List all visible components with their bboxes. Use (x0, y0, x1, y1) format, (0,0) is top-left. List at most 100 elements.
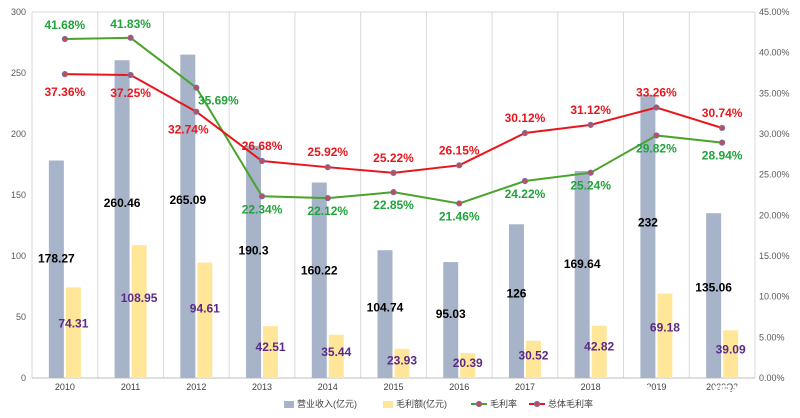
y2-tick-label: 15.00% (759, 251, 790, 261)
data-label-gross-margin: 24.22% (505, 187, 546, 201)
data-label-gross-profit: 42.82 (584, 340, 614, 354)
bar-revenue (443, 262, 459, 378)
bar-revenue (706, 213, 722, 378)
y-tick-label: 0 (21, 373, 26, 383)
data-label-revenue: 232 (638, 215, 658, 229)
gross-margin-point (258, 193, 266, 200)
bar-revenue (311, 182, 327, 378)
total-gross-margin-point (719, 124, 726, 132)
y-tick-label: 250 (11, 68, 26, 78)
x-tick-label: 2020Q3 (706, 382, 738, 392)
data-label-revenue: 178.27 (38, 251, 75, 265)
y-tick-label: 100 (11, 251, 26, 261)
x-tick-label: 2010 (55, 382, 75, 392)
data-label-revenue: 190.3 (239, 243, 269, 257)
data-label-revenue: 265.09 (169, 193, 206, 207)
data-label-gross-margin: 35.69% (198, 94, 239, 108)
legend: 营业收入(亿元) 毛利额(亿元) 毛利率 总体毛利率 (284, 398, 593, 409)
data-label-gross-profit: 39.09 (716, 342, 746, 356)
x-tick-label: 2018 (581, 382, 601, 392)
bar-gross-profit (328, 334, 344, 378)
data-label-total-gross-margin: 31.12% (570, 103, 611, 117)
total-gross-margin-point (653, 104, 660, 111)
legend-label: 营业收入(亿元) (297, 398, 357, 409)
gross-margin-point (521, 177, 529, 185)
x-tick-label: 2015 (383, 382, 403, 392)
total-gross-margin-point (258, 157, 266, 165)
bar-gross-profit (657, 293, 673, 378)
y2-tick-label: 10.00% (759, 292, 790, 302)
bar-gross-profit (263, 326, 279, 378)
gross-margin-point (587, 169, 594, 176)
y2-tick-label: 25.00% (759, 170, 790, 180)
axes: 0 50 100 150 200 250 300 0.00% 5.00% 10.00% 15.00%… (11, 7, 790, 392)
data-label-gross-profit: 42.51 (256, 340, 286, 354)
legend-label: 毛利率 (490, 398, 517, 409)
data-label-gross-margin: 29.82% (636, 141, 677, 155)
gross-margin-point (61, 35, 68, 43)
y-tick-label: 50 (16, 312, 26, 322)
data-label-gross-margin: 22.85% (373, 198, 414, 212)
data-label-gross-margin: 28.94% (702, 149, 743, 163)
legend-marker (475, 400, 483, 408)
bar-gross-profit (131, 245, 147, 378)
data-label-revenue: 160.22 (301, 263, 338, 277)
data-label-total-gross-margin: 26.15% (439, 143, 480, 157)
gross-margin-point (456, 200, 463, 207)
x-tick-label: 2012 (186, 382, 206, 392)
x-tick-label: 2017 (515, 382, 535, 392)
gross-margin-point (719, 139, 726, 146)
y2-tick-label: 35.00% (759, 88, 790, 98)
y2-tick-label: 5.00% (759, 332, 785, 342)
gross-margin-point (324, 194, 331, 202)
y2-tick-label: 45.00% (759, 7, 790, 17)
x-tick-label: 2016 (449, 382, 469, 392)
total-gross-margin-point (521, 129, 529, 137)
data-label-gross-profit: 108.95 (121, 291, 158, 305)
legend-label: 总体毛利率 (548, 398, 593, 409)
bar-revenue (246, 145, 262, 378)
data-label-total-gross-margin: 26.68% (242, 139, 283, 153)
data-label-gross-profit: 74.31 (58, 317, 88, 331)
data-label-total-gross-margin: 32.74% (168, 123, 209, 137)
gross-margin-point (390, 189, 397, 196)
legend-marker (533, 400, 541, 408)
total-gross-margin-point (324, 164, 331, 171)
data-label-gross-margin: 22.12% (307, 204, 348, 218)
total-gross-margin-point (390, 169, 397, 176)
gross-margin-point (127, 34, 134, 41)
y2-tick-label: 30.00% (759, 129, 790, 139)
data-label-total-gross-margin: 37.36% (45, 85, 86, 99)
legend-swatch (383, 401, 393, 408)
data-labels: 178.27 260.46 265.09 190.3 160.22 104.74 95.03… (38, 17, 746, 370)
total-gross-margin-point (127, 71, 134, 79)
bar-gross-profit (394, 348, 410, 378)
bar-gross-profit (525, 340, 541, 378)
data-label-revenue: 135.06 (695, 280, 732, 294)
total-gross-margin-point (193, 108, 200, 115)
data-label-gross-profit: 94.61 (190, 302, 220, 316)
data-label-gross-margin: 41.68% (45, 18, 86, 32)
data-label-gross-margin: 21.46% (439, 209, 480, 223)
bar-gross-profit (723, 330, 739, 378)
data-label-gross-profit: 69.18 (650, 320, 680, 334)
x-tick-label: 2014 (318, 382, 338, 392)
data-label-revenue: 126 (506, 286, 526, 300)
y2-tick-label: 40.00% (759, 48, 790, 58)
data-label-revenue: 104.74 (367, 301, 404, 315)
data-label-total-gross-margin: 37.25% (110, 86, 151, 100)
data-label-total-gross-margin: 30.74% (702, 106, 743, 120)
data-label-gross-margin: 41.83% (110, 17, 151, 31)
data-label-gross-profit: 20.39 (453, 356, 483, 370)
y-tick-label: 300 (11, 7, 26, 17)
bar-gross-profit (591, 325, 607, 378)
lines (61, 34, 726, 207)
y2-tick-label: 20.00% (759, 210, 790, 220)
bar-revenue (114, 60, 130, 378)
bar-revenue (180, 54, 196, 378)
bar-revenue (377, 250, 393, 378)
data-label-total-gross-margin: 25.92% (307, 145, 348, 159)
bar-revenue (574, 171, 590, 378)
bar-revenue (640, 94, 656, 379)
